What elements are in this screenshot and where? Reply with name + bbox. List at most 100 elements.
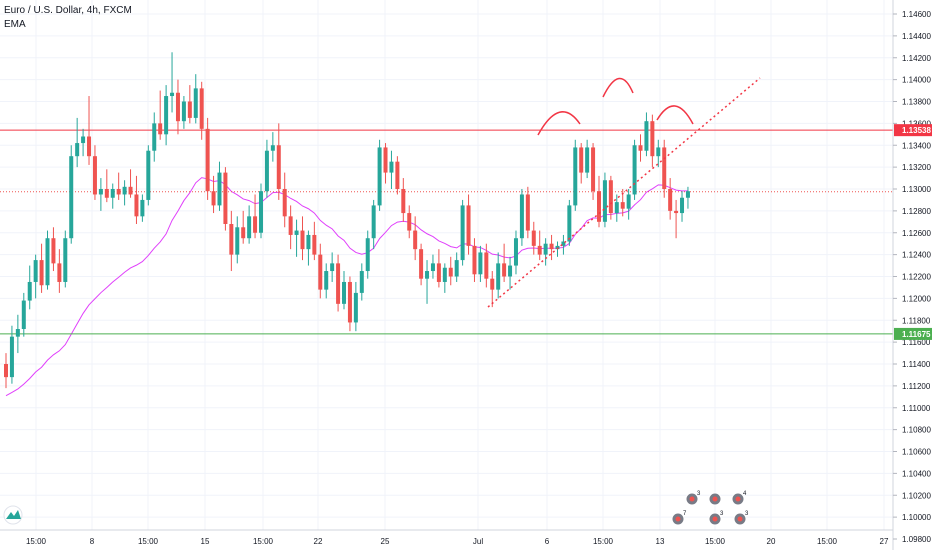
price-tick-label: 1.13800	[902, 98, 931, 107]
candle	[51, 227, 56, 272]
candle-body	[51, 238, 56, 264]
candle	[21, 292, 26, 337]
candle-body	[371, 205, 376, 239]
time-tick-label: 15:00	[593, 537, 614, 546]
candle	[401, 178, 406, 222]
candle-body	[591, 147, 596, 192]
candle-body	[496, 263, 501, 290]
candle	[626, 189, 631, 220]
candle-body	[632, 145, 637, 195]
candle-body	[454, 260, 459, 277]
candle	[531, 221, 536, 255]
price-tick-label: 1.10000	[902, 513, 931, 522]
candle-body	[383, 147, 388, 173]
price-badge-label: 1.11675	[902, 330, 931, 339]
candle	[270, 132, 275, 162]
price-tick-label: 1.10600	[902, 448, 931, 457]
candle	[110, 183, 115, 209]
candle	[513, 230, 518, 275]
candle	[389, 150, 394, 189]
time-tick-label: 27	[880, 537, 889, 546]
time-tick-label: 6	[545, 537, 550, 546]
candle-body	[45, 238, 50, 286]
candle-body	[567, 205, 572, 242]
candle-body	[638, 145, 643, 151]
candle	[294, 219, 299, 257]
candle-body	[644, 121, 649, 151]
candle-body	[413, 230, 418, 250]
candle-body	[9, 336, 14, 378]
candle-body	[602, 180, 607, 222]
candle	[128, 169, 133, 198]
candle-body	[508, 265, 513, 277]
candle-body	[134, 194, 139, 217]
candle-body	[460, 205, 465, 261]
candle-body	[490, 278, 495, 290]
candle-body	[128, 186, 133, 195]
candle	[170, 52, 175, 113]
candle-body	[223, 172, 228, 224]
candle-body	[205, 128, 210, 192]
resistance-price-badge	[894, 124, 932, 137]
candle	[57, 249, 62, 293]
candle	[175, 79, 180, 135]
candle	[425, 260, 430, 304]
candle-body	[63, 238, 68, 282]
price-tick-label: 1.10400	[902, 469, 931, 478]
legend-symbol: Euro / U.S. Dollar, 4h, FXCM	[4, 5, 132, 16]
candle-body	[33, 260, 38, 282]
candle-body	[300, 230, 305, 250]
candle	[579, 143, 584, 184]
candle-body	[668, 189, 673, 211]
candle	[502, 243, 507, 282]
candle	[158, 90, 163, 140]
candle	[454, 252, 459, 282]
price-badge-label: 1.13538	[902, 126, 931, 135]
candle	[318, 243, 323, 299]
candle	[342, 271, 347, 310]
candle	[419, 243, 424, 286]
candle	[614, 194, 619, 222]
candle	[442, 263, 447, 293]
candle-body	[537, 245, 542, 255]
candle	[591, 143, 596, 200]
price-tick-label: 1.12200	[902, 273, 931, 282]
candle-body	[39, 260, 44, 286]
trend-line	[487, 77, 761, 308]
candle	[561, 234, 566, 255]
price-tick-label: 1.11600	[902, 338, 931, 347]
candle	[685, 186, 690, 209]
candle-body	[608, 180, 613, 214]
candle-body	[146, 150, 151, 200]
candle-body	[270, 145, 275, 151]
time-tick-label: 15:00	[253, 537, 274, 546]
candle	[436, 249, 441, 288]
candle-body	[330, 263, 335, 272]
price-tick-label: 1.14600	[902, 10, 931, 19]
candle-body	[650, 121, 655, 157]
candle	[193, 74, 198, 124]
candle	[466, 194, 471, 255]
candle	[75, 117, 80, 168]
price-tick-label: 1.11200	[902, 382, 931, 391]
price-tick-label: 1.11400	[902, 360, 931, 369]
candle-body	[513, 238, 518, 266]
candle	[116, 172, 121, 200]
candle-body	[27, 281, 32, 301]
candle-body	[15, 329, 20, 337]
candle	[9, 325, 14, 384]
candle	[478, 245, 483, 282]
event-icon-dot	[712, 516, 718, 522]
candle-body	[235, 227, 240, 255]
candle-body	[353, 292, 358, 323]
candle-body	[193, 88, 198, 118]
candle	[365, 230, 370, 279]
candle-body	[519, 194, 524, 239]
candle	[205, 117, 210, 200]
economic-event-icon: 3	[685, 491, 701, 506]
candle	[247, 205, 252, 244]
candle-body	[478, 252, 483, 275]
candle-body	[377, 147, 382, 206]
